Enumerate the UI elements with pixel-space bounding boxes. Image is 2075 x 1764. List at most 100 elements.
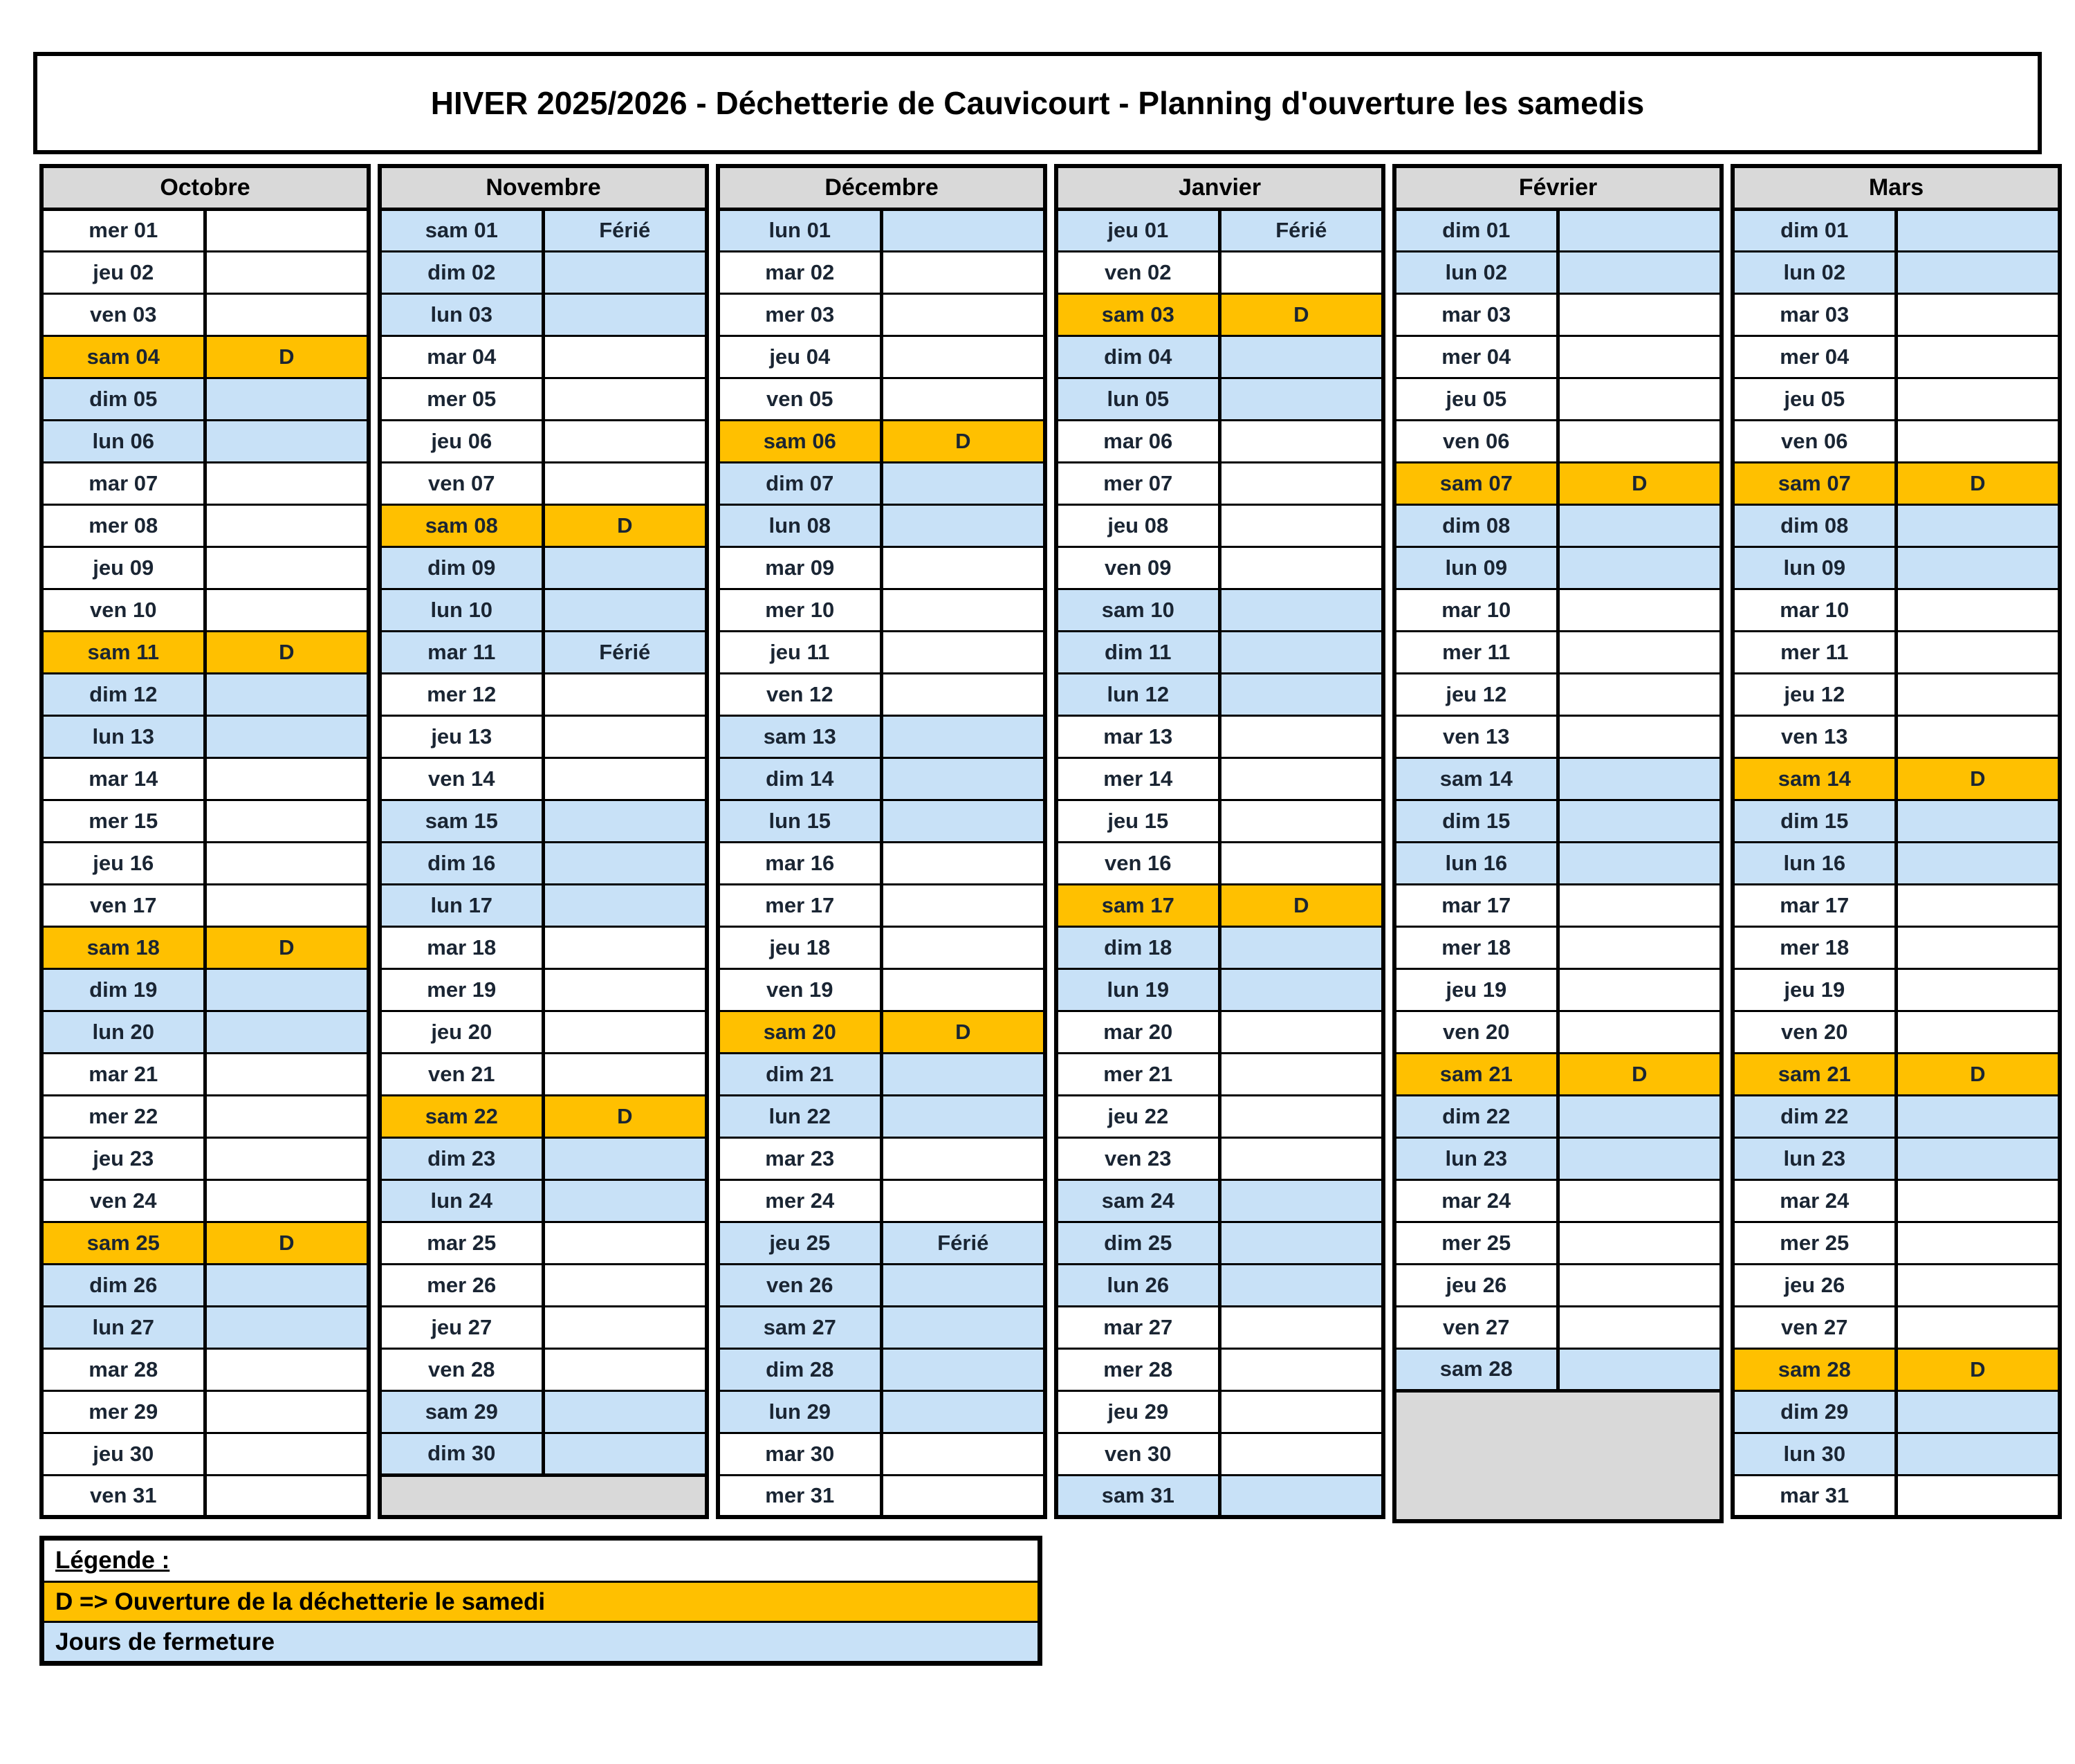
status-cell [1894,292,2062,337]
day-row: mar 17 [1392,883,1724,928]
status-cell: D [203,334,371,379]
day-row: ven 27 [1731,1305,2062,1350]
day-row: dim 30 [378,1431,709,1476]
status-cell [541,334,709,379]
day-row: ven 13 [1392,714,1724,759]
status-cell [1894,1389,2062,1434]
day-row: mar 02 [716,250,1047,295]
month-header-janvier: Janvier [1054,164,1385,211]
status-cell [203,756,371,801]
day-cell: ven 31 [39,1473,207,1518]
day-cell: sam 28 [1392,1347,1560,1392]
day-cell: mer 21 [1054,1051,1221,1096]
day-cell: dim 18 [1054,925,1221,970]
day-cell: jeu 29 [1054,1389,1221,1434]
day-cell: jeu 20 [378,1009,545,1054]
day-row: mer 05 [378,376,709,421]
day-cell: mar 11 [378,630,545,674]
day-cell: ven 21 [378,1051,545,1096]
status-cell [1556,967,1724,1012]
day-cell: sam 27 [716,1305,883,1350]
day-cell: jeu 09 [39,545,207,590]
status-cell [1556,250,1724,295]
day-row: mer 11 [1392,630,1724,674]
day-cell: mar 03 [1392,292,1560,337]
status-cell [1556,925,1724,970]
day-row: mar 10 [1392,587,1724,632]
day-cell: lun 03 [378,292,545,337]
day-row: sam 20 D [716,1009,1047,1054]
status-cell [203,714,371,759]
day-cell: sam 28 [1731,1347,1898,1392]
status-cell [1217,461,1385,506]
day-cell: mer 28 [1054,1347,1221,1392]
status-cell [1556,1347,1724,1392]
day-cell: jeu 22 [1054,1094,1221,1139]
day-cell: lun 02 [1731,250,1898,295]
status-cell [1894,1094,2062,1139]
day-cell: lun 05 [1054,376,1221,421]
day-cell: sam 17 [1054,883,1221,928]
status-cell [879,461,1047,506]
status-cell [203,1094,371,1139]
status-cell [879,1262,1047,1307]
status-cell [1556,1009,1724,1054]
status-cell [1894,250,2062,295]
day-cell: dim 01 [1731,208,1898,252]
status-cell [203,545,371,590]
day-cell: sam 13 [716,714,883,759]
day-cell: mar 06 [1054,419,1221,463]
day-cell: sam 20 [716,1009,883,1054]
day-row: mer 04 [1392,334,1724,379]
status-cell: D [879,1009,1047,1054]
day-cell: lun 16 [1731,840,1898,885]
status-cell [541,250,709,295]
day-row: lun 19 [1054,967,1385,1012]
day-cell: jeu 27 [378,1305,545,1350]
day-row: sam 15 [378,798,709,843]
status-cell [1556,292,1724,337]
day-row: dim 21 [716,1051,1047,1096]
day-cell: ven 06 [1392,419,1560,463]
day-row: jeu 15 [1054,798,1385,843]
day-cell: sam 21 [1392,1051,1560,1096]
day-cell: ven 10 [39,587,207,632]
day-row: dim 07 [716,461,1047,506]
day-cell: sam 11 [39,630,207,674]
day-row: mer 04 [1731,334,2062,379]
status-cell [1556,883,1724,928]
status-cell: D [541,503,709,548]
day-cell: dim 05 [39,376,207,421]
day-row: dim 19 [39,967,371,1012]
day-cell: dim 12 [39,672,207,717]
day-row: jeu 27 [378,1305,709,1350]
day-row: dim 15 [1392,798,1724,843]
status-cell [1556,840,1724,885]
status-cell [1894,1305,2062,1350]
status-cell: D [1556,1051,1724,1096]
status-cell [541,672,709,717]
day-row: jeu 05 [1731,376,2062,421]
status-cell [1894,714,2062,759]
status-cell [1894,840,2062,885]
month-header-row: Octobre [39,164,371,211]
day-cell: mer 24 [716,1178,883,1223]
status-cell [1217,503,1385,548]
day-cell: ven 13 [1731,714,1898,759]
status-cell [879,798,1047,843]
day-row: sam 28 [1392,1347,1724,1392]
day-row: ven 12 [716,672,1047,717]
day-row: mer 11 [1731,630,2062,674]
day-row: jeu 20 [378,1009,709,1054]
status-cell [1894,545,2062,590]
day-cell: mar 03 [1731,292,1898,337]
day-row: lun 13 [39,714,371,759]
day-row: mar 17 [1731,883,2062,928]
month-header-fevrier: Février [1392,164,1724,211]
day-cell: mer 25 [1731,1220,1898,1265]
status-cell [1894,967,2062,1012]
day-cell: dim 22 [1731,1094,1898,1139]
day-row: jeu 29 [1054,1389,1385,1434]
status-cell [541,587,709,632]
status-cell [1217,419,1385,463]
